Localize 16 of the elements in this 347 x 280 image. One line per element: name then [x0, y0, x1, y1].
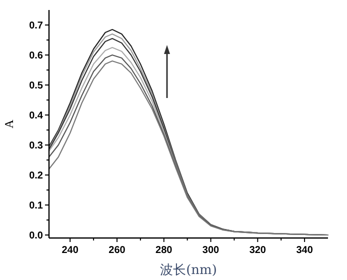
y-tick-label: 0.1 [29, 200, 44, 212]
x-tick-label: 320 [249, 245, 266, 256]
y-axis-title: A [2, 119, 16, 128]
x-axis-title: 波长(nm) [160, 263, 217, 278]
y-tick-label: 0.4 [29, 110, 44, 122]
y-tick-label: 0.3 [29, 140, 44, 152]
y-tick-label: 0.0 [29, 230, 44, 242]
x-tick-label: 280 [156, 245, 173, 256]
x-tick-label: 340 [296, 245, 314, 256]
y-tick-label: 0.2 [29, 170, 44, 182]
y-tick-label: 0.6 [29, 50, 44, 62]
y-tick-label: 0.7 [29, 20, 44, 32]
x-tick-label: 240 [62, 245, 79, 256]
y-tick-label: 0.5 [29, 80, 44, 92]
x-tick-label: 260 [108, 245, 126, 256]
x-tick-label: 300 [202, 245, 220, 256]
